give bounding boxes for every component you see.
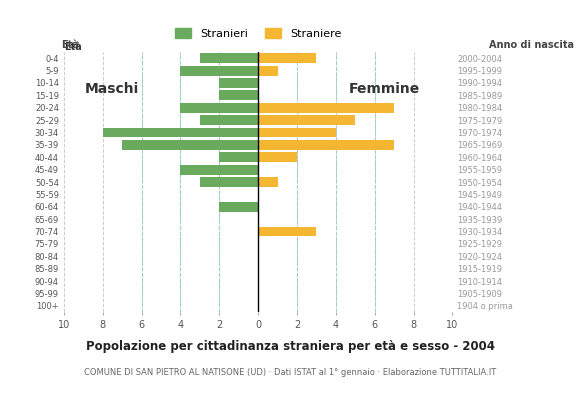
- Text: Maschi: Maschi: [85, 82, 140, 96]
- Bar: [258, 103, 394, 113]
- Bar: [103, 128, 258, 138]
- Bar: [122, 140, 258, 150]
- Bar: [258, 140, 394, 150]
- Bar: [219, 152, 258, 162]
- Bar: [200, 53, 258, 63]
- Bar: [258, 66, 278, 76]
- Text: Età: Età: [64, 42, 82, 52]
- Bar: [258, 152, 297, 162]
- Bar: [180, 165, 258, 174]
- Bar: [200, 115, 258, 125]
- Text: Popolazione per cittadinanza straniera per età e sesso - 2004: Popolazione per cittadinanza straniera p…: [85, 340, 495, 353]
- Bar: [180, 66, 258, 76]
- Text: COMUNE DI SAN PIETRO AL NATISONE (UD) · Dati ISTAT al 1° gennaio · Elaborazione : COMUNE DI SAN PIETRO AL NATISONE (UD) · …: [84, 368, 496, 377]
- Bar: [219, 90, 258, 100]
- Text: Anno di nascita: Anno di nascita: [489, 40, 574, 50]
- Text: Femmine: Femmine: [349, 82, 420, 96]
- Bar: [219, 78, 258, 88]
- Bar: [258, 128, 336, 138]
- Text: Età: Età: [61, 40, 79, 50]
- Bar: [200, 177, 258, 187]
- Bar: [258, 177, 278, 187]
- Bar: [258, 53, 317, 63]
- Bar: [258, 115, 355, 125]
- Legend: Stranieri, Straniere: Stranieri, Straniere: [170, 24, 346, 44]
- Bar: [219, 202, 258, 212]
- Bar: [180, 103, 258, 113]
- Bar: [258, 226, 317, 236]
